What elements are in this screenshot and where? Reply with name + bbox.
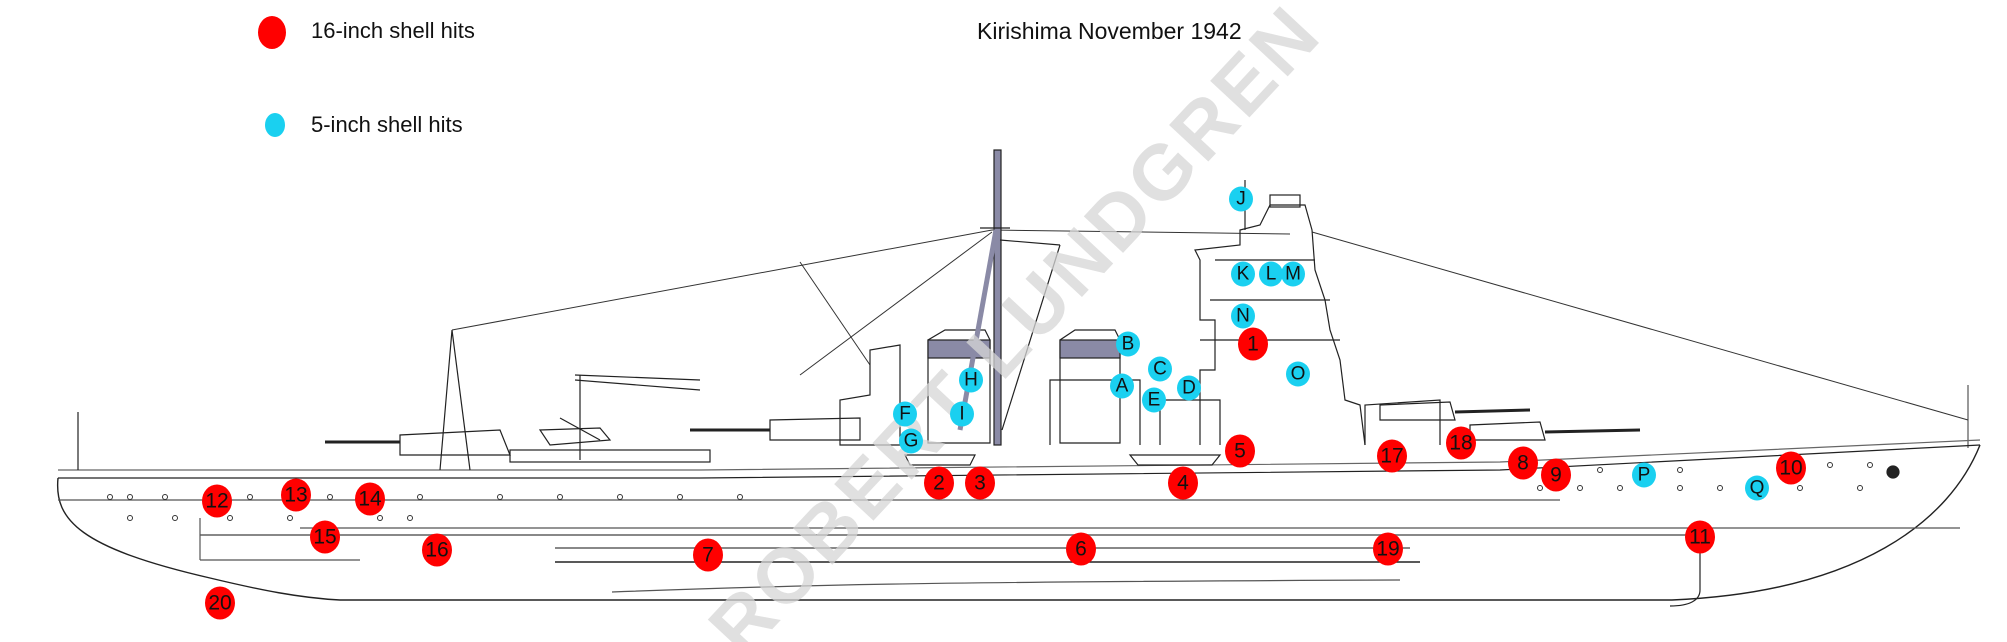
hit-16-inch-marker: 20 <box>205 586 235 620</box>
hit-5-inch-marker: A <box>1110 373 1134 399</box>
portholes <box>107 462 1873 521</box>
legend-16-inch-dot <box>258 16 286 49</box>
hull-outline <box>56 444 1981 601</box>
hit-16-inch-marker: 6 <box>1066 532 1096 566</box>
legend-5-inch-dot <box>265 113 285 137</box>
hit-16-inch-marker: 1 <box>1238 327 1268 361</box>
hit-5-inch-marker: K <box>1231 261 1255 287</box>
hit-16-inch-marker: 16 <box>422 533 452 567</box>
pagoda-bridge <box>1194 180 1366 446</box>
legend-16-inch-label: 16-inch shell hits <box>311 18 475 43</box>
hit-16-inch-marker: 9 <box>1541 458 1571 492</box>
aft-turrets <box>325 417 861 456</box>
hit-16-inch-marker: 17 <box>1377 439 1407 473</box>
forward-turrets <box>1379 401 1641 441</box>
rigging <box>451 229 1969 448</box>
hit-5-inch-marker: Q <box>1745 475 1769 501</box>
upper-deck <box>58 439 1981 471</box>
legend-5-inch-label: 5-inch shell hits <box>311 112 463 137</box>
hit-5-inch-marker: B <box>1116 331 1140 357</box>
hit-5-inch-marker: E <box>1142 387 1166 413</box>
hit-16-inch-marker: 4 <box>1168 466 1198 500</box>
hit-5-inch-marker: D <box>1177 375 1201 401</box>
hit-16-inch-marker: 5 <box>1225 434 1255 468</box>
hit-16-inch-marker: 13 <box>281 478 311 512</box>
hit-5-inch-marker: O <box>1286 361 1310 387</box>
hit-5-inch-marker: H <box>959 367 983 393</box>
hit-16-inch-marker: 10 <box>1776 451 1806 485</box>
hit-16-inch-marker: 14 <box>355 482 385 516</box>
hit-16-inch-marker: 12 <box>202 484 232 518</box>
hit-5-inch-marker: L <box>1259 261 1283 287</box>
hit-5-inch-marker: C <box>1148 356 1172 382</box>
main-mast <box>957 149 1061 446</box>
hit-16-inch-marker: 19 <box>1373 532 1403 566</box>
main-deck <box>58 444 1981 479</box>
aircraft-crane <box>509 374 711 463</box>
hit-5-inch-marker: G <box>899 428 923 454</box>
hit-16-inch-marker: 8 <box>1508 446 1538 480</box>
hit-5-inch-marker: N <box>1231 303 1255 329</box>
hit-5-inch-marker: P <box>1632 462 1656 488</box>
hit-16-inch-marker: 15 <box>310 520 340 554</box>
hit-16-inch-marker: 7 <box>693 538 723 572</box>
hit-5-inch-marker: F <box>893 401 917 427</box>
hit-16-inch-marker: 2 <box>924 466 954 500</box>
hit-16-inch-marker: 11 <box>1685 520 1715 554</box>
hit-16-inch-marker: 3 <box>965 466 995 500</box>
hit-16-inch-marker: 18 <box>1446 426 1476 460</box>
fore-funnel <box>1059 329 1121 444</box>
diagram-title: Kirishima November 1942 <box>977 18 1242 44</box>
hit-5-inch-marker: M <box>1281 261 1305 287</box>
hit-5-inch-marker: I <box>950 401 974 427</box>
hit-5-inch-marker: J <box>1229 186 1253 212</box>
anchor-hawse <box>1886 465 1900 479</box>
